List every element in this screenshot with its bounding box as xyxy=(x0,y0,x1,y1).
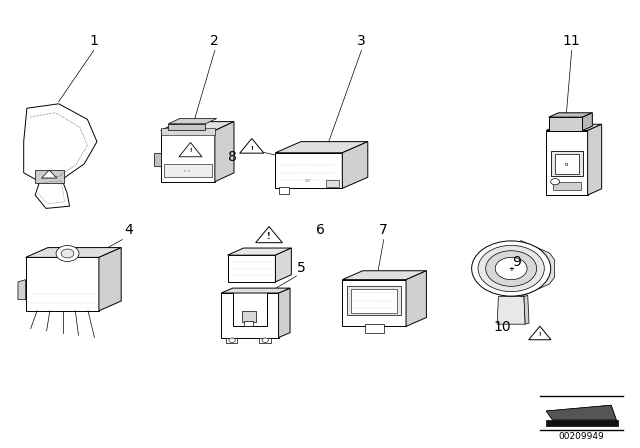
Polygon shape xyxy=(255,227,282,243)
Polygon shape xyxy=(546,130,588,195)
Polygon shape xyxy=(161,121,234,130)
Text: !: ! xyxy=(189,148,192,154)
Polygon shape xyxy=(351,289,397,313)
Text: 4: 4 xyxy=(124,224,133,237)
Polygon shape xyxy=(552,182,581,190)
Polygon shape xyxy=(548,117,582,130)
Text: !: ! xyxy=(268,232,271,241)
Text: 7: 7 xyxy=(380,224,388,237)
Polygon shape xyxy=(244,321,253,327)
Polygon shape xyxy=(215,121,234,182)
Text: !: ! xyxy=(250,146,253,151)
Polygon shape xyxy=(524,295,529,324)
Polygon shape xyxy=(24,104,97,182)
Polygon shape xyxy=(26,258,99,311)
Polygon shape xyxy=(555,154,579,174)
Text: ssr: ssr xyxy=(305,178,312,183)
Polygon shape xyxy=(259,337,271,343)
Polygon shape xyxy=(228,248,291,255)
Polygon shape xyxy=(228,255,275,282)
Text: 6: 6 xyxy=(316,224,324,237)
Text: 5: 5 xyxy=(296,261,305,275)
Circle shape xyxy=(262,338,268,342)
Polygon shape xyxy=(275,142,368,153)
Polygon shape xyxy=(18,280,26,300)
Polygon shape xyxy=(221,293,278,337)
Polygon shape xyxy=(26,248,121,258)
Circle shape xyxy=(229,338,236,342)
Polygon shape xyxy=(365,324,384,333)
Text: ο: ο xyxy=(564,162,568,167)
Polygon shape xyxy=(161,130,215,182)
Polygon shape xyxy=(240,138,264,153)
Circle shape xyxy=(472,241,550,296)
Circle shape xyxy=(56,246,79,262)
Circle shape xyxy=(478,246,544,292)
Polygon shape xyxy=(342,142,368,188)
Text: 00209949: 00209949 xyxy=(558,432,604,441)
Text: 1: 1 xyxy=(90,34,98,48)
Text: 2: 2 xyxy=(211,34,220,48)
Polygon shape xyxy=(406,271,426,327)
Polygon shape xyxy=(529,326,551,340)
Polygon shape xyxy=(342,271,426,280)
Polygon shape xyxy=(278,188,289,194)
Polygon shape xyxy=(342,280,406,327)
Polygon shape xyxy=(164,164,212,177)
Polygon shape xyxy=(227,337,237,343)
Polygon shape xyxy=(548,113,593,117)
Circle shape xyxy=(486,251,537,286)
Polygon shape xyxy=(42,170,57,178)
Polygon shape xyxy=(168,124,205,129)
Polygon shape xyxy=(275,153,342,188)
Polygon shape xyxy=(99,248,121,311)
Polygon shape xyxy=(546,405,616,420)
Polygon shape xyxy=(551,151,582,177)
Polygon shape xyxy=(35,170,64,183)
Polygon shape xyxy=(326,181,339,187)
Polygon shape xyxy=(588,124,602,195)
Polygon shape xyxy=(546,420,618,426)
Text: !: ! xyxy=(539,332,541,337)
Polygon shape xyxy=(275,248,291,282)
Polygon shape xyxy=(546,124,602,130)
Text: +: + xyxy=(508,266,514,271)
Text: 9: 9 xyxy=(512,254,521,268)
Text: 8: 8 xyxy=(228,150,237,164)
Polygon shape xyxy=(348,286,401,315)
Circle shape xyxy=(495,258,527,280)
Polygon shape xyxy=(221,288,290,293)
Circle shape xyxy=(61,249,74,258)
Polygon shape xyxy=(154,153,161,166)
Polygon shape xyxy=(161,128,215,135)
Polygon shape xyxy=(35,180,70,208)
Polygon shape xyxy=(168,118,217,124)
Polygon shape xyxy=(179,142,202,157)
Text: 3: 3 xyxy=(357,34,366,48)
Polygon shape xyxy=(242,311,256,322)
Text: 10: 10 xyxy=(493,320,511,334)
Polygon shape xyxy=(546,405,616,420)
Polygon shape xyxy=(521,241,554,297)
Polygon shape xyxy=(278,288,290,337)
Text: ii ii: ii ii xyxy=(184,168,189,172)
Text: 11: 11 xyxy=(563,34,580,48)
Polygon shape xyxy=(497,297,525,324)
Polygon shape xyxy=(582,113,593,130)
Circle shape xyxy=(550,179,559,185)
